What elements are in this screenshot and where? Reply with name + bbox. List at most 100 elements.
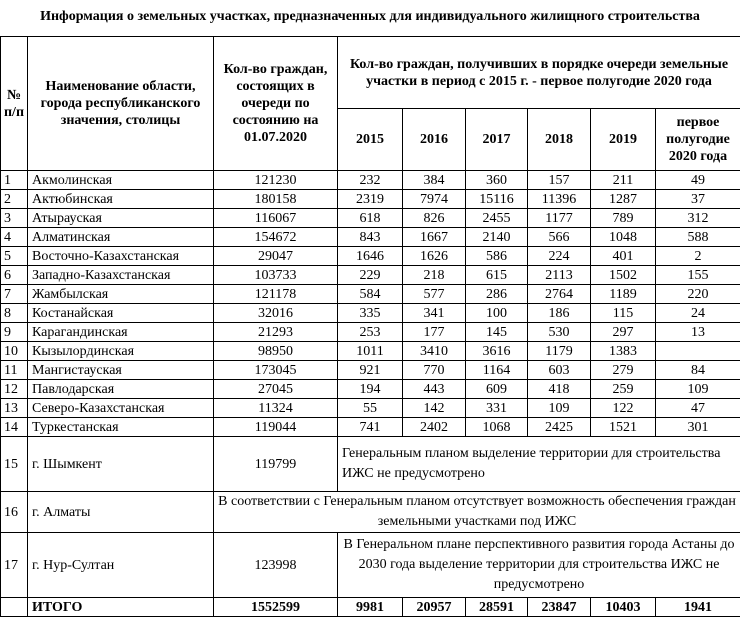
year-value: 1646 xyxy=(338,247,403,266)
year-value: 100 xyxy=(466,304,528,323)
year-value: 2455 xyxy=(466,209,528,228)
row-number xyxy=(1,598,28,617)
year-value: 11396 xyxy=(528,190,591,209)
total-value: 9981 xyxy=(338,598,403,617)
year-value: 2140 xyxy=(466,228,528,247)
year-value: 297 xyxy=(591,323,656,342)
year-value: 2113 xyxy=(528,266,591,285)
queue-count: 27045 xyxy=(214,380,338,399)
header-year: 2018 xyxy=(528,109,591,171)
row-number: 4 xyxy=(1,228,28,247)
note-text: В соответствии с Генеральным планом отсу… xyxy=(214,492,740,533)
year-value: 1068 xyxy=(466,418,528,437)
region-name: Актюбинская xyxy=(28,190,214,209)
year-value: 741 xyxy=(338,418,403,437)
queue-count: 119044 xyxy=(214,418,338,437)
region-name: Акмолинская xyxy=(28,171,214,190)
row-number: 5 xyxy=(1,247,28,266)
queue-count: 123998 xyxy=(214,533,338,598)
queue-count: 32016 xyxy=(214,304,338,323)
region-name: Алматинская xyxy=(28,228,214,247)
year-value: 921 xyxy=(338,361,403,380)
region-name: Костанайская xyxy=(28,304,214,323)
year-value: 1011 xyxy=(338,342,403,361)
queue-count: 29047 xyxy=(214,247,338,266)
year-value: 577 xyxy=(403,285,466,304)
row-number: 15 xyxy=(1,437,28,492)
row-number: 11 xyxy=(1,361,28,380)
year-value: 259 xyxy=(591,380,656,399)
row-number: 6 xyxy=(1,266,28,285)
year-value: 2425 xyxy=(528,418,591,437)
total-value: 23847 xyxy=(528,598,591,617)
year-value: 2 xyxy=(656,247,740,266)
year-value: 2319 xyxy=(338,190,403,209)
year-value: 145 xyxy=(466,323,528,342)
year-value: 279 xyxy=(591,361,656,380)
region-name: Северо-Казахстанская xyxy=(28,399,214,418)
header-queue: Кол-во граждан, состоящих в очереди по с… xyxy=(214,37,338,171)
region-name: Туркестанская xyxy=(28,418,214,437)
region-name: Западно-Казахстанская xyxy=(28,266,214,285)
year-value: 220 xyxy=(656,285,740,304)
year-value: 618 xyxy=(338,209,403,228)
year-value: 115 xyxy=(591,304,656,323)
year-value: 341 xyxy=(403,304,466,323)
year-value: 1667 xyxy=(403,228,466,247)
year-value: 177 xyxy=(403,323,466,342)
queue-count: 11324 xyxy=(214,399,338,418)
year-value: 37 xyxy=(656,190,740,209)
year-value: 49 xyxy=(656,171,740,190)
row-number: 10 xyxy=(1,342,28,361)
year-value: 1048 xyxy=(591,228,656,247)
year-value: 418 xyxy=(528,380,591,399)
year-value: 1164 xyxy=(466,361,528,380)
header-num: № п/п xyxy=(1,37,28,171)
year-value: 229 xyxy=(338,266,403,285)
year-value: 609 xyxy=(466,380,528,399)
year-value: 843 xyxy=(338,228,403,247)
queue-count: 21293 xyxy=(214,323,338,342)
total-value: 10403 xyxy=(591,598,656,617)
total-label: ИТОГО xyxy=(28,598,214,617)
year-value: 109 xyxy=(656,380,740,399)
year-value: 1521 xyxy=(591,418,656,437)
header-year: 2015 xyxy=(338,109,403,171)
year-value: 443 xyxy=(403,380,466,399)
year-value: 331 xyxy=(466,399,528,418)
row-number: 7 xyxy=(1,285,28,304)
queue-count: 180158 xyxy=(214,190,338,209)
year-value: 301 xyxy=(656,418,740,437)
region-name: Карагандинская xyxy=(28,323,214,342)
year-value: 224 xyxy=(528,247,591,266)
note-text: В Генеральном плане перспективного разви… xyxy=(338,533,740,598)
year-value: 826 xyxy=(403,209,466,228)
year-value: 286 xyxy=(466,285,528,304)
year-value: 7974 xyxy=(403,190,466,209)
year-value: 335 xyxy=(338,304,403,323)
queue-count: 98950 xyxy=(214,342,338,361)
year-value: 15116 xyxy=(466,190,528,209)
year-value: 155 xyxy=(656,266,740,285)
row-number: 9 xyxy=(1,323,28,342)
note-text: Генеральным планом выделение территории … xyxy=(338,437,740,492)
row-number: 3 xyxy=(1,209,28,228)
row-number: 8 xyxy=(1,304,28,323)
year-value: 1626 xyxy=(403,247,466,266)
land-plots-table: № п/п Наименование области, города респу… xyxy=(0,36,740,617)
region-name: Жамбылская xyxy=(28,285,214,304)
